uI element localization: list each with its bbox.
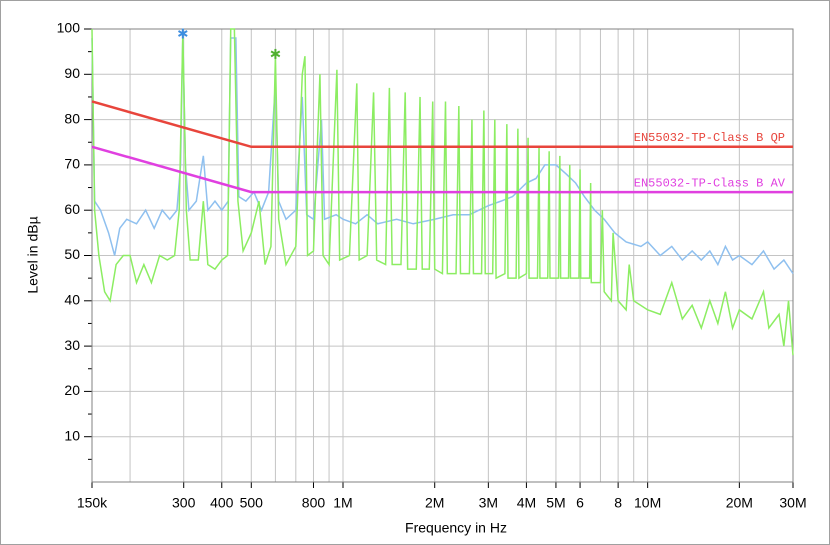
x-tick-label: 150k — [77, 495, 108, 511]
peak-marker — [270, 48, 281, 59]
x-tick-label: 8 — [614, 495, 622, 511]
y-tick-label: 70 — [64, 156, 80, 172]
x-tick-label: 800 — [302, 495, 326, 511]
plot-border — [91, 28, 794, 483]
y-tick-label: 40 — [64, 292, 80, 308]
limit-label: EN55032-TP-Class B QP — [634, 131, 785, 145]
x-tick-label: 6 — [576, 495, 584, 511]
x-tick-label: 30M — [779, 495, 806, 511]
x-tick-label: 400 — [210, 495, 234, 511]
series-line — [91, 100, 793, 149]
y-tick-label: 90 — [64, 65, 80, 81]
y-tick-label: 60 — [64, 201, 80, 217]
y-axis-label: Level in dBµ — [25, 216, 41, 293]
marker-stroke — [270, 50, 281, 58]
x-tick-label: 2M — [425, 495, 444, 511]
peak-marker — [177, 28, 188, 39]
series-line — [91, 145, 793, 194]
marker-stroke — [177, 30, 188, 37]
x-axis-label: Frequency in Hz — [405, 520, 507, 536]
limit-label: EN55032-TP-Class B AV — [634, 176, 786, 190]
x-tick-label: 1M — [333, 495, 352, 511]
x-tick-label: 5M — [546, 495, 565, 511]
series-line — [91, 28, 794, 356]
x-tick-label: 300 — [172, 495, 196, 511]
y-tick-label: 20 — [64, 382, 80, 398]
y-tick-label: 10 — [64, 427, 80, 443]
y-tick-label: 30 — [64, 337, 80, 353]
y-tick-label: 100 — [57, 20, 81, 36]
y-tick-label: 50 — [64, 246, 80, 262]
y-tick-label: 80 — [64, 110, 80, 126]
x-tick-label: 4M — [517, 495, 536, 511]
x-tick-label: 10M — [634, 495, 661, 511]
x-tick-label: 20M — [726, 495, 753, 511]
x-tick-label: 500 — [240, 495, 264, 511]
x-tick-label: 3M — [479, 495, 498, 511]
